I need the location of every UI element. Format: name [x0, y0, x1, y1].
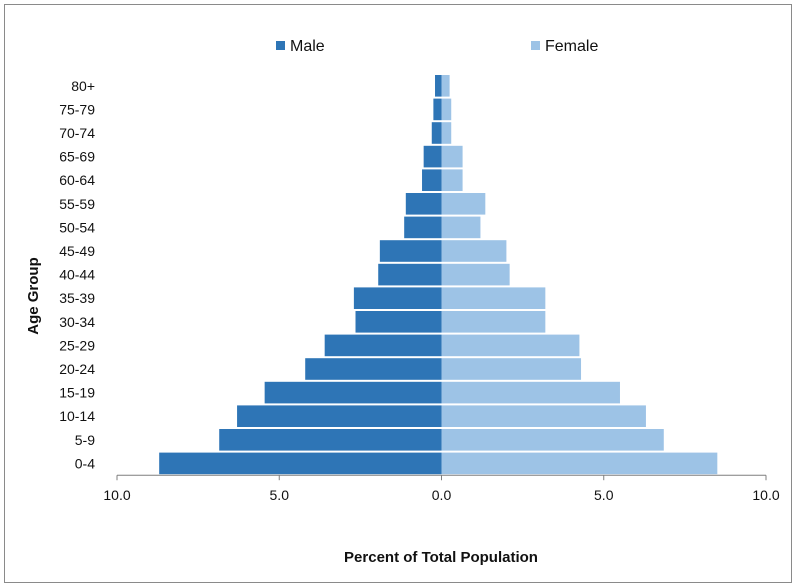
bar-female-60-64	[441, 169, 463, 191]
bar-female-70-74	[441, 122, 452, 144]
bar-female-5-9	[441, 429, 664, 451]
y-tick-label: 40-44	[59, 267, 95, 283]
x-tick-label: 10.0	[103, 487, 130, 503]
bar-female-45-49	[441, 240, 507, 262]
y-tick-label: 30-34	[59, 314, 95, 330]
y-tick-label: 70-74	[59, 125, 95, 141]
x-tick-label: 10.0	[752, 487, 779, 503]
legend-swatch-male	[276, 41, 285, 50]
bar-male-40-44	[378, 263, 442, 286]
y-tick-label: 75-79	[59, 101, 95, 117]
y-tick-label: 5-9	[75, 432, 95, 448]
y-tick-label: 25-29	[59, 337, 95, 353]
bar-male-20-24	[305, 358, 442, 380]
bar-female-20-24	[441, 358, 582, 380]
legend-label-male: Male	[290, 38, 325, 55]
bar-female-15-19	[441, 381, 620, 404]
y-tick-label: 60-64	[59, 172, 95, 188]
x-tick-label: 5.0	[594, 487, 614, 503]
y-tick-label: 80+	[71, 78, 95, 94]
bar-male-60-64	[422, 169, 442, 191]
y-tick-label: 35-39	[59, 290, 95, 306]
bar-female-35-39	[441, 287, 546, 309]
x-tick-label: 0.0	[432, 487, 452, 503]
bar-male-5-9	[219, 429, 442, 451]
x-tick-label: 5.0	[270, 487, 290, 503]
x-axis-title: Percent of Total Population	[344, 549, 538, 566]
bar-female-10-14	[441, 405, 646, 427]
y-tick-label: 55-59	[59, 196, 95, 212]
bar-male-30-34	[355, 311, 442, 333]
y-axis-title: Age Group	[25, 257, 42, 335]
legend: Male Female	[276, 38, 598, 55]
y-tick-label: 45-49	[59, 243, 95, 259]
bar-female-55-59	[441, 193, 486, 215]
bar-male-35-39	[353, 287, 442, 309]
bar-male-55-59	[405, 193, 442, 215]
x-axis: 10.0 5.0 0.0 5.0 10.0	[103, 474, 780, 503]
bar-female-65-69	[441, 145, 463, 168]
y-tick-label: 65-69	[59, 149, 95, 165]
bar-female-50-54	[441, 216, 481, 239]
y-tick-label: 50-54	[59, 219, 95, 235]
bars	[159, 75, 718, 475]
bar-female-40-44	[441, 263, 510, 286]
bar-female-30-34	[441, 311, 546, 333]
legend-swatch-female	[531, 41, 540, 50]
bar-male-25-29	[324, 334, 442, 357]
bar-male-10-14	[237, 405, 442, 427]
legend-label-female: Female	[545, 38, 598, 55]
y-tick-labels: 80+ 75-79 70-74 65-69 60-64 55-59 50-54 45-49 40…	[59, 78, 95, 472]
bar-male-15-19	[264, 381, 442, 404]
bar-female-0-4	[441, 452, 718, 475]
bar-male-65-69	[423, 145, 442, 168]
bar-female-80+	[441, 75, 450, 97]
y-tick-label: 10-14	[59, 408, 95, 424]
bar-male-70-74	[431, 122, 442, 144]
bar-female-75-79	[441, 98, 452, 121]
chart-frame	[4, 4, 792, 583]
bar-male-50-54	[404, 216, 442, 239]
y-tick-label: 20-24	[59, 361, 95, 377]
bar-male-45-49	[379, 240, 442, 262]
bar-male-80+	[435, 75, 442, 97]
y-tick-label: 15-19	[59, 385, 95, 401]
y-tick-label: 0-4	[75, 455, 95, 471]
bar-male-0-4	[159, 452, 442, 475]
bar-female-25-29	[441, 334, 580, 357]
bar-male-75-79	[433, 98, 442, 121]
